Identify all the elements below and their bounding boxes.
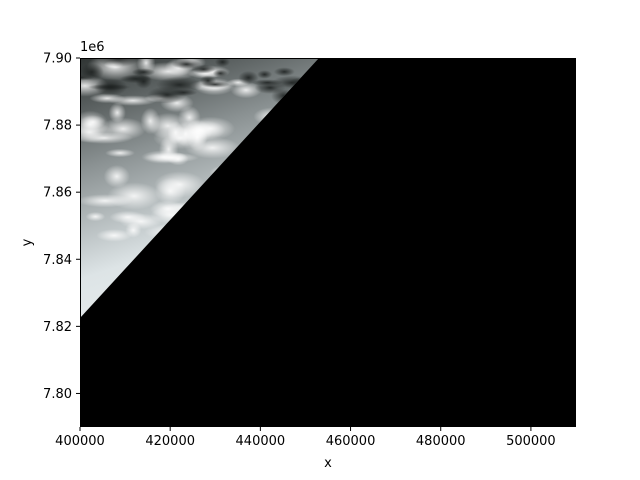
axes-frame <box>80 58 576 427</box>
y-offset-label: 1e6 <box>80 40 105 55</box>
y-tick-label: 7.86 <box>43 186 72 201</box>
x-axis-label: x <box>324 456 332 471</box>
plot-area <box>80 58 576 427</box>
y-tick-label: 7.80 <box>43 387 72 402</box>
x-tick-label: 480000 <box>416 434 466 449</box>
y-tick-label: 7.82 <box>43 320 72 335</box>
x-tick-label: 420000 <box>145 434 195 449</box>
x-tick-label: 440000 <box>236 434 286 449</box>
y-tick-label: 7.88 <box>43 119 72 134</box>
x-tick-label: 500000 <box>506 434 556 449</box>
x-tick-label: 460000 <box>326 434 376 449</box>
x-axis-ticks: 400000 420000 440000 460000 480000 500000 <box>55 427 556 449</box>
y-axis-label: y <box>20 238 35 246</box>
y-tick-label: 7.90 <box>43 52 72 67</box>
x-tick-label: 400000 <box>55 434 105 449</box>
y-axis-ticks: 7.80 7.82 7.84 7.86 7.88 7.90 <box>43 52 80 402</box>
y-tick-label: 7.84 <box>43 253 72 268</box>
